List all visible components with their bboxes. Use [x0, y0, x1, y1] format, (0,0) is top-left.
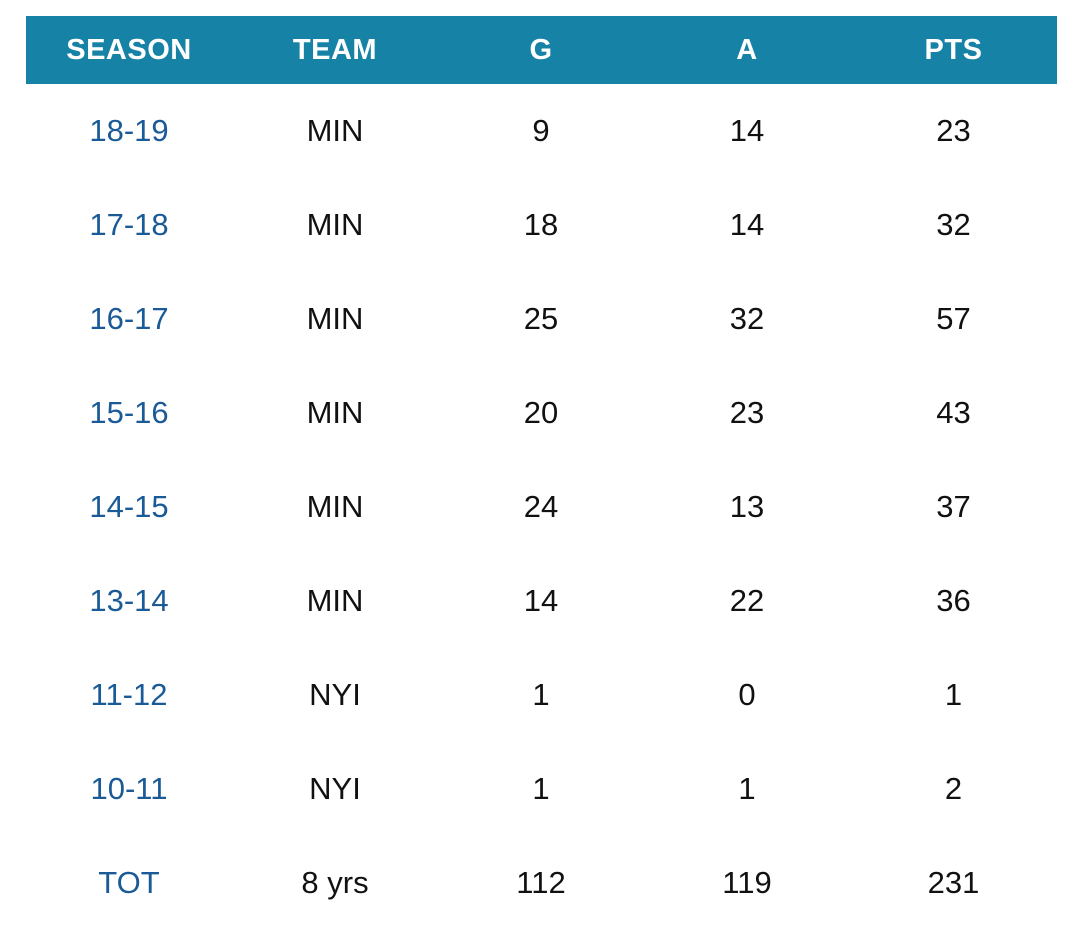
table-row: 13-14 MIN 14 22 36	[26, 554, 1057, 648]
total-points: 231	[927, 865, 980, 900]
points-cell: 36	[936, 583, 971, 618]
points-cell: 37	[936, 489, 971, 524]
points-cell: 32	[936, 207, 971, 242]
goals-cell: 1	[532, 677, 550, 712]
assists-cell: 0	[738, 677, 756, 712]
total-assists: 119	[722, 865, 772, 900]
team-cell: MIN	[306, 207, 364, 242]
season-cell[interactable]: 14-15	[89, 489, 169, 524]
team-cell: MIN	[306, 583, 364, 618]
goals-cell: 14	[523, 583, 559, 618]
assists-cell: 23	[729, 395, 765, 430]
assists-cell: 14	[729, 207, 765, 242]
table-row: 17-18 MIN 18 14 32	[26, 178, 1057, 272]
header-season[interactable]: SEASON	[66, 33, 192, 66]
table-row: 11-12 NYI 1 0 1	[26, 648, 1057, 742]
points-cell: 43	[936, 395, 971, 430]
table-header: SEASON TEAM G A PTS	[26, 16, 1057, 84]
points-cell: 1	[944, 677, 963, 712]
header-goals[interactable]: G	[529, 33, 553, 66]
team-cell: MIN	[306, 395, 364, 430]
goals-cell: 25	[523, 301, 559, 336]
points-cell: 23	[936, 113, 971, 148]
season-cell[interactable]: 15-16	[89, 395, 169, 430]
season-cell[interactable]: 10-11	[90, 771, 168, 806]
season-cell[interactable]: 18-19	[89, 113, 169, 148]
season-cell[interactable]: 17-18	[89, 207, 169, 242]
table-row: 10-11 NYI 1 1 2	[26, 742, 1057, 836]
total-label[interactable]: TOT	[98, 865, 160, 900]
stats-table: SEASON TEAM G A PTS 18-19 MIN 9 14 23 17-18 MI…	[26, 16, 1057, 930]
table-row: 16-17 MIN 25 32 57	[26, 272, 1057, 366]
points-cell: 2	[944, 771, 963, 806]
table-body: 18-19 MIN 9 14 23 17-18 MIN 18 14 32 16-17 MIN 25 32 5…	[26, 84, 1057, 836]
team-cell: NYI	[309, 771, 361, 806]
total-years: 8 yrs	[301, 865, 369, 900]
table-row: 15-16 MIN 20 23 43	[26, 366, 1057, 460]
table-row: 14-15 MIN 24 13 37	[26, 460, 1057, 554]
goals-cell: 1	[532, 771, 550, 806]
table-row: 18-19 MIN 9 14 23	[26, 84, 1057, 178]
header-assists[interactable]: A	[736, 33, 758, 66]
assists-cell: 32	[729, 301, 765, 336]
header-points[interactable]: PTS	[924, 33, 983, 66]
assists-cell: 14	[729, 113, 765, 148]
total-goals: 112	[516, 865, 566, 900]
goals-cell: 24	[523, 489, 559, 524]
team-cell: MIN	[306, 301, 364, 336]
total-row: TOT 8 yrs 112 119 231	[26, 836, 1057, 930]
goals-cell: 18	[523, 207, 559, 242]
assists-cell: 1	[738, 771, 756, 806]
season-cell[interactable]: 13-14	[89, 583, 169, 618]
goals-cell: 20	[523, 395, 559, 430]
team-cell: NYI	[309, 677, 361, 712]
assists-cell: 13	[729, 489, 765, 524]
team-cell: MIN	[306, 489, 364, 524]
header-team[interactable]: TEAM	[292, 33, 378, 66]
assists-cell: 22	[729, 583, 765, 618]
points-cell: 57	[936, 301, 971, 336]
team-cell: MIN	[306, 113, 364, 148]
season-cell[interactable]: 11-12	[90, 677, 168, 712]
goals-cell: 9	[532, 113, 550, 148]
season-cell[interactable]: 16-17	[89, 301, 169, 336]
